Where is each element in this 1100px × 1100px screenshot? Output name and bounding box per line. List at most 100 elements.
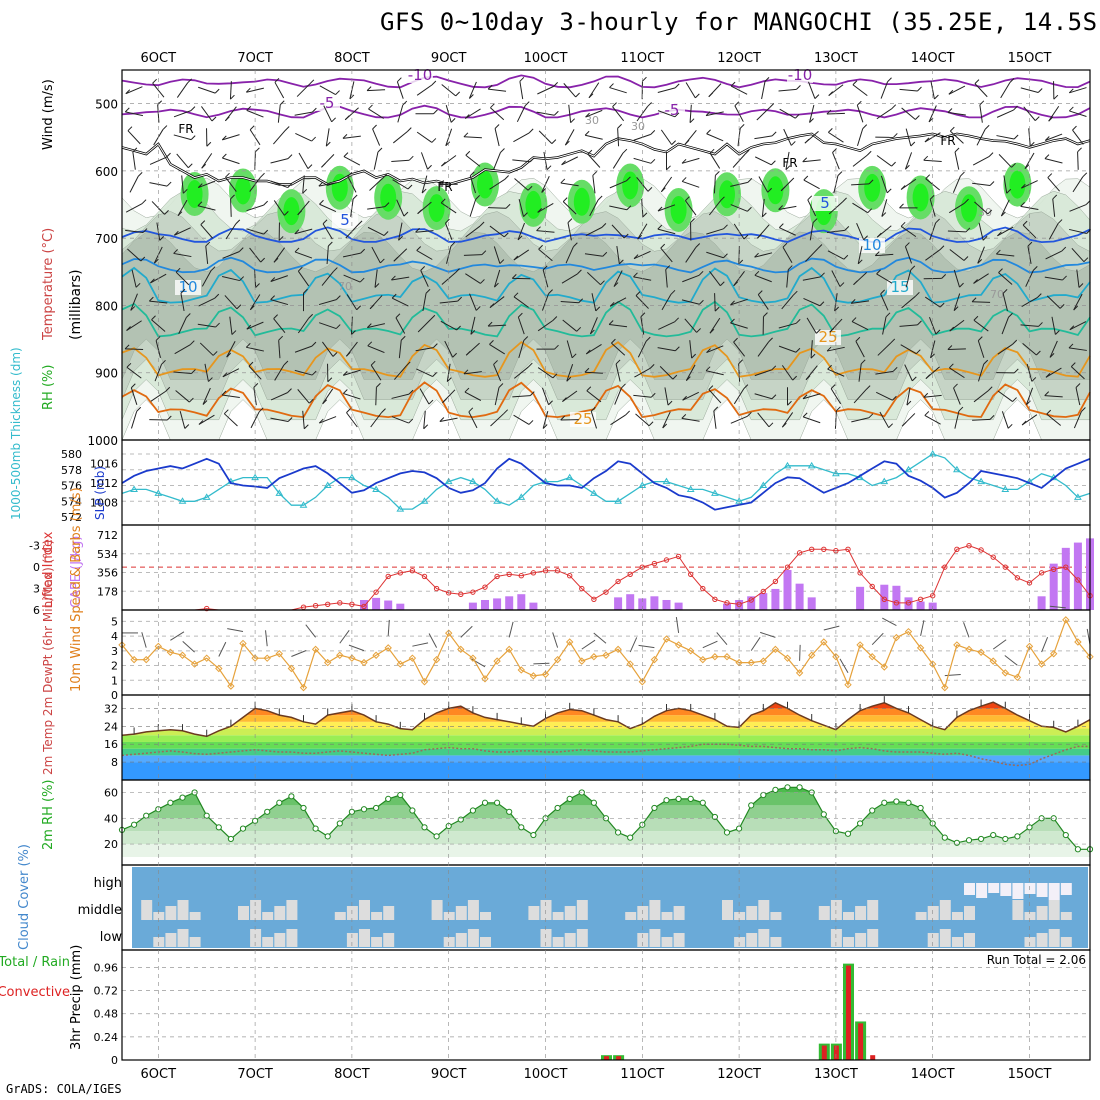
wind-barb [297,389,310,404]
lifted-index-marker [881,596,887,602]
wind-barb-feather [1031,377,1037,382]
wind-barb [368,108,384,119]
lifted-index-marker [433,585,440,592]
cloud-low-block [540,929,552,947]
lifted-index-marker [845,546,851,552]
wind-barb [322,223,333,240]
rh2m-marker [385,795,392,803]
wind-barb-feather [862,124,868,130]
wind-barb-feather [804,138,810,144]
wind-barb-feather [585,112,590,118]
wind-barb-feather [857,259,863,265]
wind-barb [948,85,966,95]
wind-barb [468,81,477,99]
wind-barb-feather [245,342,251,348]
date-label-top: 12OCT [717,51,761,66]
wind-barb [296,83,311,97]
cloud-mid-block [625,912,637,920]
wind-barb-feather [519,76,525,82]
temp-contour-20 [121,300,1091,338]
wind-barb [517,222,525,241]
wind-barb-feather [590,329,595,335]
precip-tick-label: 0.72 [94,985,119,998]
wind-barb [173,134,192,141]
wind-barb-feather [528,128,534,134]
wind-barb [1001,317,1009,335]
rh-shade-90-blob [573,187,590,216]
rh2m-marker [675,795,682,803]
wind-barb-feather [346,408,351,413]
wind-barb [517,316,525,335]
cape-bar [1073,542,1082,610]
lifted-index-marker [361,603,367,610]
wind-speed-marker [1013,673,1022,682]
wind-barb [493,269,501,288]
wind-barb-feather [1032,266,1038,271]
wind-barb-feather [911,376,917,382]
wind-barb-feather [278,335,284,341]
wind-barb [371,246,381,264]
rh-shade-90-blob [380,183,397,212]
wind-barb-feather [958,406,964,412]
wind-barb-feather [342,134,348,139]
wind-barb [996,109,1014,118]
thickness-marker [202,493,211,500]
wind-barb [852,84,868,96]
wind-barb-feather [439,180,445,185]
wind-speed-marker [263,654,271,662]
slp-axis-label: SLP (mb) [93,466,107,520]
cape-bar [468,602,477,610]
cloud-low-block [661,937,673,947]
wind-speed-marker [190,660,199,668]
rh2m-marker [276,799,283,806]
wind-barb-feather [764,76,770,82]
wind-barb-feather [132,147,138,153]
wind-barb [127,248,142,262]
contour-label-bg [815,330,841,345]
wind-barb [566,340,573,358]
wind-barb-feather [915,115,920,120]
wind-barb [827,368,845,377]
cloud-mid-block [334,912,346,920]
rh2m-marker [397,791,404,799]
wind-barb [754,274,772,283]
wind-barb [374,269,378,288]
wind-barb [200,224,213,239]
rh2m-marker [1014,833,1021,840]
wind-barb-feather [586,386,592,392]
cape-tick-label: 712 [97,529,118,542]
wind-barb-feather [470,330,476,335]
wind-barb [754,252,773,258]
wind-barb-feather [705,366,711,372]
wind-barb [586,272,601,286]
wind-barb [375,387,377,406]
wind-barb-feather [428,399,434,405]
wind-barb [877,342,892,356]
wind-barb [488,207,507,209]
wind-barb [1001,411,1009,429]
wind-barb-feather [278,236,284,241]
wind-barb-feather [154,258,159,264]
surface-wind-barb [339,629,350,644]
wind-barb-feather [566,376,572,382]
wind-barb-feather [1049,353,1055,358]
wind-barb-feather [215,322,220,328]
wind-barb-feather [249,125,255,131]
wind-barb-feather [794,113,800,119]
wind-barb-feather [503,232,509,238]
wind-barb-feather [618,259,624,265]
wind-barb [685,200,697,216]
wind-barb-feather [886,188,892,194]
wind-barb [783,128,792,146]
wind-speed-marker [977,648,985,656]
wind-barb-feather [675,346,680,352]
temperature-contour-label: 10 [862,236,881,254]
cape-bar [807,597,816,610]
wind-barb-feather [839,282,845,287]
lifted-index-marker [821,546,827,552]
run-total-label: Run Total = 2.06 [987,953,1086,967]
cloud-low-block [855,933,867,947]
cloud-mid-block [455,906,467,920]
wind-barb-feather [1048,116,1054,122]
